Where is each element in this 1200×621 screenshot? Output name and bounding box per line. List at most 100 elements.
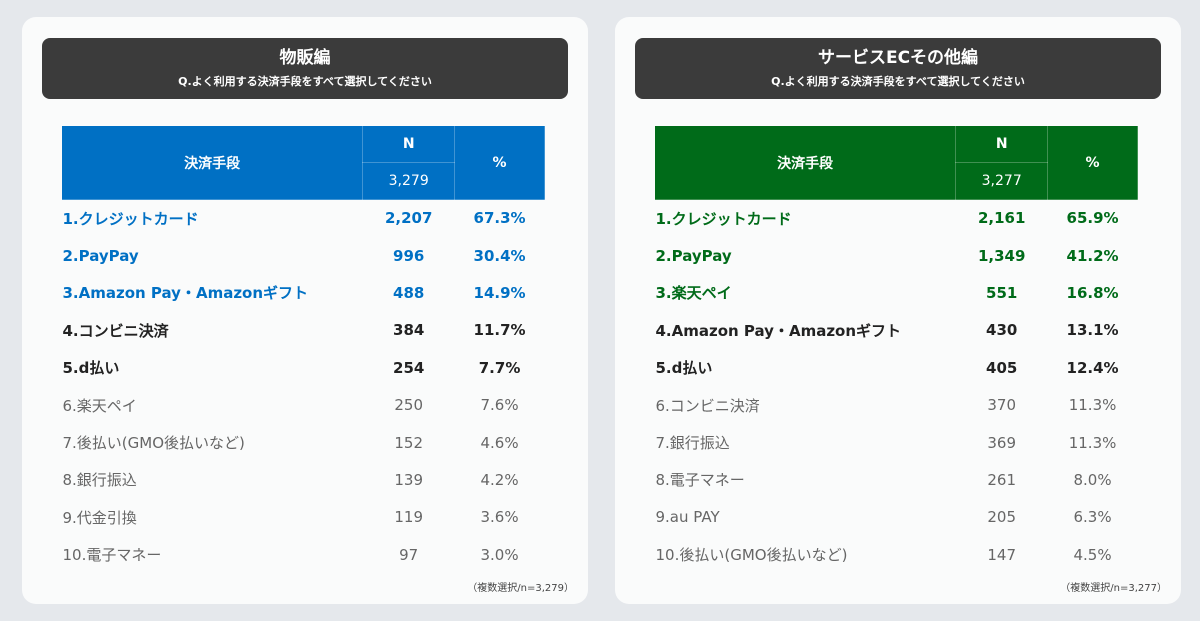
method-label: 9.au PAY (655, 508, 720, 527)
table-row: 6.楽天ペイ 250 7.6% (62, 386, 545, 423)
question-text: Q.よく利用する決済手段をすべて選択してください (178, 75, 432, 88)
percent-value: 65.9% (1066, 209, 1119, 228)
percent-value: 16.8% (1066, 283, 1119, 302)
percent-value: 67.3% (473, 209, 526, 228)
table-row: 3.楽天ペイ 551 16.8% (655, 274, 1138, 311)
count-value: 2,207 (384, 209, 433, 228)
method-label: 8.銀行振込 (62, 471, 137, 490)
header-row: 決済手段 N % (653, 125, 1138, 200)
results-table: 決済手段 N % 3,277 1.クレジットカード 2,161 65.9% 2.… (653, 125, 1138, 573)
goods-sales-panel: 物販編 Q.よく利用する決済手段をすべて選択してください 決済手段 N % 3,… (22, 17, 588, 604)
table-row: 9.代金引換 119 3.6% (62, 499, 545, 536)
table-row: 10.電子マネー 97 3.0% (62, 536, 545, 573)
percent-value: 11.7% (473, 321, 526, 340)
percent-value: 4.6% (480, 433, 519, 452)
method-label: 5.d払い (62, 359, 120, 378)
table-row: 7.銀行振込 369 11.3% (655, 424, 1138, 461)
count-value: 97 (399, 545, 419, 564)
percent-value: 14.9% (473, 283, 526, 302)
count-value: 254 (393, 358, 425, 377)
table-row: 6.コンビニ決済 370 11.3% (655, 386, 1138, 423)
method-label: 10.電子マネー (62, 546, 162, 565)
table-row: 4.コンビニ決済 384 11.7% (62, 312, 545, 349)
count-value: 369 (987, 433, 1016, 452)
method-label: 3.Amazon Pay・Amazonギフト (62, 284, 309, 303)
method-label: 7.銀行振込 (655, 434, 730, 453)
method-label: 2.PayPay (62, 246, 139, 265)
table-row: 7.後払い(GMO後払いなど) 152 4.6% (62, 424, 545, 461)
count-value: 139 (394, 470, 423, 489)
percent-value: 7.7% (478, 358, 521, 377)
header-n: N (955, 125, 1049, 163)
results-table: 決済手段 N % 3,279 1.クレジットカード 2,207 67.3% 2.… (60, 125, 545, 573)
count-value: 261 (987, 470, 1016, 489)
count-value: 1,349 (977, 246, 1026, 265)
method-label: 6.コンビニ決済 (655, 396, 760, 415)
table-row: 9.au PAY 205 6.3% (655, 499, 1138, 536)
method-label: 9.代金引換 (62, 508, 137, 527)
count-value: 430 (986, 321, 1018, 340)
percent-value: 30.4% (473, 246, 526, 265)
method-label: 4.Amazon Pay・Amazonギフト (655, 321, 902, 340)
method-label: 1.クレジットカード (655, 209, 792, 228)
percent-value: 4.2% (480, 470, 519, 489)
percent-value: 3.0% (480, 545, 519, 564)
count-value: 147 (987, 545, 1016, 564)
percent-value: 6.3% (1073, 508, 1112, 527)
percent-value: 7.6% (480, 396, 519, 415)
count-value: 384 (393, 321, 425, 340)
table-row: 3.Amazon Pay・Amazonギフト 488 14.9% (62, 274, 545, 311)
count-value: 119 (394, 508, 423, 527)
table-row: 10.後払い(GMO後払いなど) 147 4.5% (655, 536, 1138, 573)
count-value: 152 (394, 433, 423, 452)
service-ec-panel: サービスECその他編 Q.よく利用する決済手段をすべて選択してください 決済手段… (615, 17, 1181, 604)
count-value: 488 (393, 283, 425, 302)
method-label: 8.電子マネー (655, 471, 745, 490)
method-label: 4.コンビニ決済 (62, 321, 169, 340)
count-value: 551 (986, 283, 1018, 302)
panel-title: 物販編 (279, 48, 331, 68)
percent-value: 41.2% (1066, 246, 1119, 265)
table-row: 4.Amazon Pay・Amazonギフト 430 13.1% (655, 312, 1138, 349)
count-value: 250 (394, 396, 423, 415)
table-row: 1.クレジットカード 2,161 65.9% (655, 200, 1138, 237)
header-n: N (362, 125, 456, 163)
percent-value: 11.3% (1068, 396, 1117, 415)
percent-value: 8.0% (1073, 470, 1112, 489)
header-n-total: 3,277 (955, 162, 1049, 200)
header-method: 決済手段 (60, 125, 364, 200)
method-label: 1.クレジットカード (62, 209, 199, 228)
title-bar: 物販編 Q.よく利用する決済手段をすべて選択してください (42, 38, 568, 99)
question-text: Q.よく利用する決済手段をすべて選択してください (771, 75, 1025, 88)
method-label: 10.後払い(GMO後払いなど) (655, 546, 848, 565)
method-label: 2.PayPay (655, 246, 732, 265)
count-value: 405 (986, 358, 1018, 377)
method-label: 7.後払い(GMO後払いなど) (62, 434, 245, 453)
header-n-total: 3,279 (362, 162, 456, 200)
table-row: 1.クレジットカード 2,207 67.3% (62, 200, 545, 237)
count-value: 205 (987, 508, 1016, 527)
table-row: 8.銀行振込 139 4.2% (62, 461, 545, 498)
footnote: （複数選択/n=3,277） (1060, 583, 1167, 594)
method-label: 3.楽天ペイ (655, 284, 732, 303)
percent-value: 3.6% (480, 508, 519, 527)
method-label: 6.楽天ペイ (62, 396, 137, 415)
count-value: 370 (987, 396, 1016, 415)
header-method: 決済手段 (653, 125, 957, 200)
title-bar: サービスECその他編 Q.よく利用する決済手段をすべて選択してください (635, 38, 1161, 99)
percent-value: 13.1% (1066, 321, 1119, 340)
percent-value: 12.4% (1066, 358, 1119, 377)
percent-value: 4.5% (1073, 545, 1112, 564)
header-row: 決済手段 N % (60, 125, 545, 200)
table-row: 5.d払い 254 7.7% (62, 349, 545, 386)
header-percent: % (1047, 125, 1138, 200)
count-value: 2,161 (977, 209, 1026, 228)
table-row: 2.PayPay 1,349 41.2% (655, 237, 1138, 274)
panel-title: サービスECその他編 (817, 48, 979, 68)
table-row: 8.電子マネー 261 8.0% (655, 461, 1138, 498)
header-percent: % (454, 125, 545, 200)
footnote: （複数選択/n=3,279） (467, 583, 574, 594)
count-value: 996 (393, 246, 425, 265)
table-row: 5.d払い 405 12.4% (655, 349, 1138, 386)
percent-value: 11.3% (1068, 433, 1117, 452)
